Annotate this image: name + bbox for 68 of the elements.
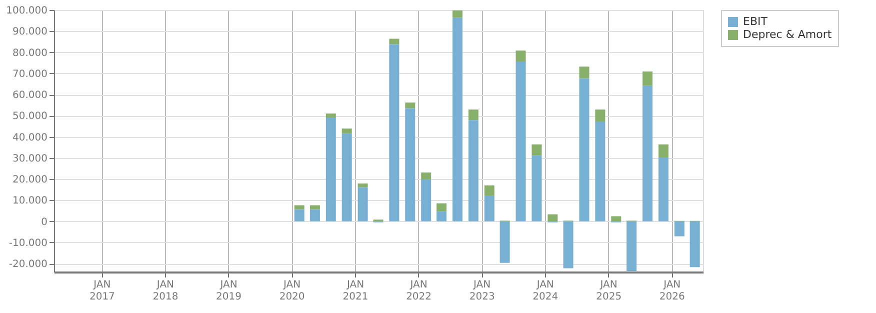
bar (532, 155, 542, 222)
bar (436, 203, 447, 212)
bar (532, 144, 542, 156)
bar (358, 183, 368, 188)
bar (326, 114, 336, 118)
bar (595, 110, 606, 122)
bar (452, 18, 462, 222)
bar (674, 221, 684, 236)
y-tick-label: 80.000 (12, 48, 48, 59)
bar (595, 122, 606, 222)
x-tick-label: JAN 2017 (89, 280, 115, 302)
y-tick-label: 20.000 (12, 174, 48, 186)
bar (579, 78, 590, 222)
y-tick-label: -20.000 (8, 259, 48, 270)
bar (642, 71, 653, 86)
bar (452, 10, 462, 18)
bar (548, 214, 558, 222)
bar (342, 133, 352, 222)
bar (468, 120, 478, 222)
x-tick-label: JAN 2025 (596, 280, 622, 302)
bar (468, 110, 478, 120)
bar (421, 179, 432, 222)
bar (516, 50, 526, 62)
bar (611, 216, 622, 222)
x-tick-label: JAN 2020 (279, 280, 305, 302)
x-tick-label: JAN 2019 (216, 280, 242, 302)
bar (389, 44, 400, 222)
y-tick-label: 40.000 (12, 132, 48, 144)
x-tick-label: JAN 2024 (532, 280, 558, 302)
legend-label: Deprec & Amort (743, 28, 832, 41)
legend-label: EBIT (743, 15, 768, 28)
bar (342, 128, 352, 134)
y-tick-label: 100.000 (6, 6, 48, 16)
y-tick-label: 90.000 (12, 26, 48, 38)
y-tick-label: 60.000 (12, 90, 48, 102)
bar (310, 209, 320, 222)
bar (405, 102, 416, 108)
y-tick-label: 10.000 (12, 196, 48, 207)
bar (436, 211, 447, 222)
bar (421, 172, 432, 180)
y-tick-label: 50.000 (12, 111, 48, 122)
bar (294, 205, 304, 210)
x-tick-label: JAN 2018 (152, 280, 178, 302)
bar (310, 205, 320, 210)
y-tick-label: 30.000 (12, 153, 48, 164)
bar (484, 185, 494, 196)
bar (642, 86, 653, 222)
bar (563, 221, 574, 268)
bar (658, 144, 668, 158)
bar (484, 196, 494, 222)
x-tick-label: JAN 2022 (406, 280, 432, 302)
x-tick-label: JAN 2023 (469, 280, 495, 302)
bar (516, 62, 526, 222)
x-tick-label: JAN 2026 (659, 280, 685, 302)
bar (326, 118, 336, 222)
bar (690, 221, 700, 268)
bar (658, 157, 668, 222)
bar (358, 187, 368, 222)
x-tick-label: JAN 2021 (342, 280, 368, 302)
bar (294, 209, 304, 222)
bar (389, 38, 400, 44)
bar (579, 66, 590, 78)
y-tick-label: 70.000 (12, 68, 48, 80)
y-tick-label: 0 (41, 216, 48, 228)
bar (405, 108, 416, 222)
bar (626, 221, 637, 272)
y-tick-label: -10.000 (8, 238, 48, 249)
bar (500, 221, 510, 263)
